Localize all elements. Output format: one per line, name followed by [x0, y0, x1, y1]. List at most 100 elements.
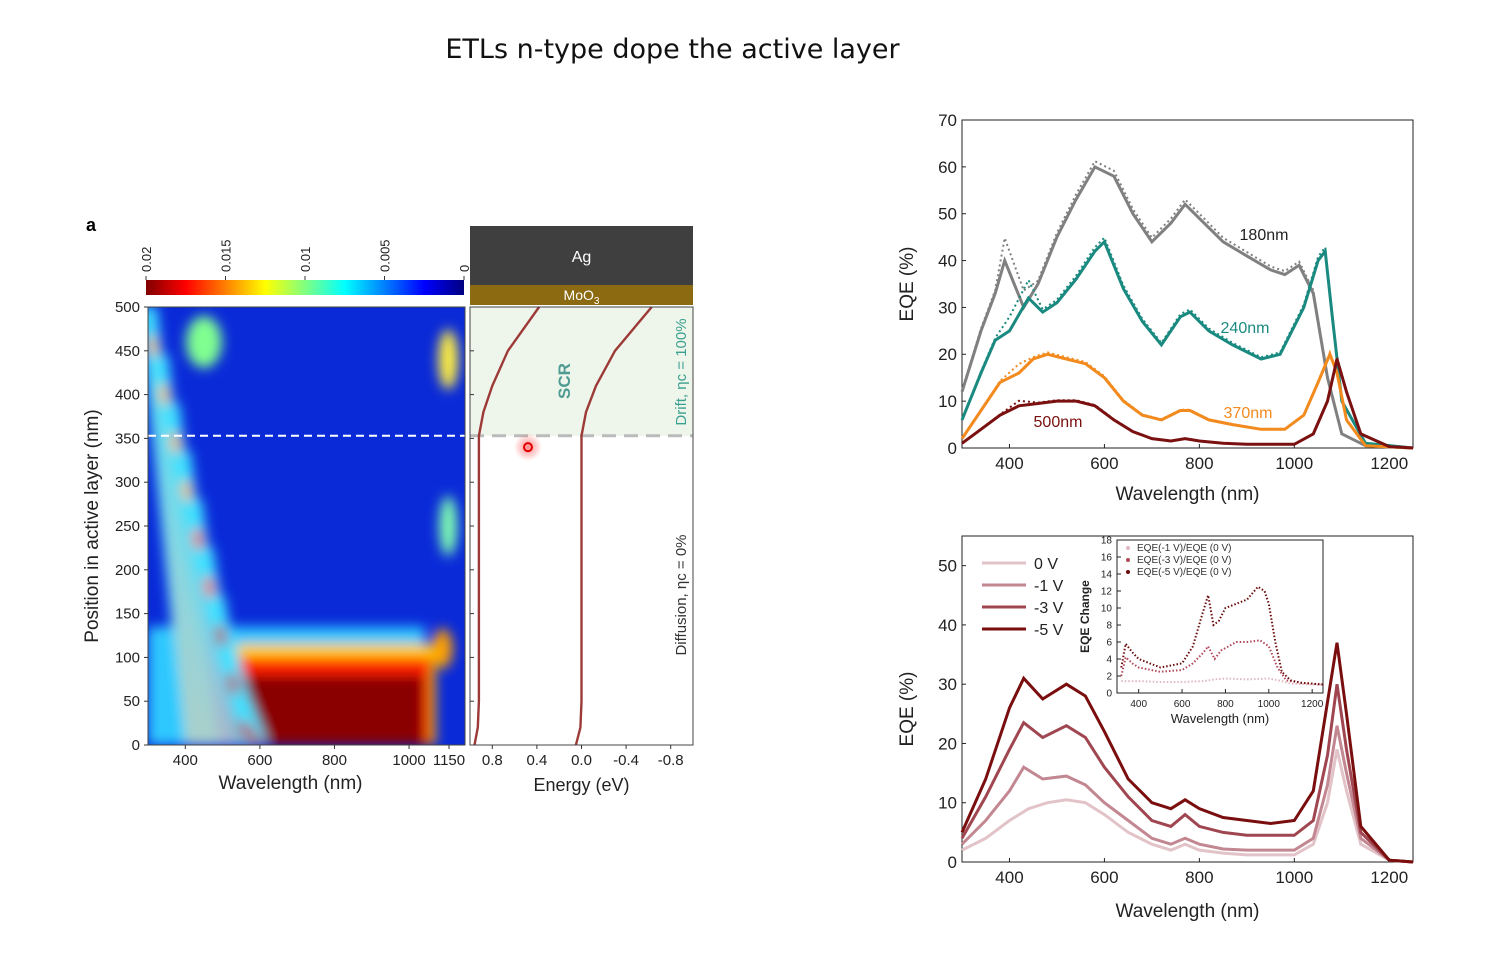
- x-axis-label: Wavelength (nm): [1116, 901, 1260, 922]
- colorbar-tick-label: 0.01: [298, 247, 313, 272]
- x-tick-label: 800: [322, 752, 347, 769]
- x-tick-label: 0.0: [571, 752, 592, 769]
- y-tick-label: 20: [938, 734, 957, 753]
- y-tick-label: 100: [115, 649, 140, 666]
- series-label-370nm: 370nm: [1224, 405, 1273, 422]
- inset-legend-label: EQE(-1 V)/EQE (0 V): [1137, 543, 1231, 554]
- series-line-370nm: [960, 350, 1414, 450]
- x-tick-label: 0.4: [526, 752, 547, 769]
- layer-moo3-label: MoO3: [564, 287, 600, 307]
- y-tick-label: 0: [948, 853, 957, 872]
- x-tick-label: 1200: [1370, 454, 1408, 473]
- x-tick-label: 1200: [1370, 868, 1408, 887]
- series-label-500nm: 500nm: [1034, 414, 1083, 431]
- inset-legend-label: EQE(-3 V)/EQE (0 V): [1137, 555, 1231, 566]
- series-line--1 V: [960, 725, 1414, 864]
- x-tick-label: 400: [173, 752, 198, 769]
- x-tick-label: 400: [1130, 699, 1147, 710]
- y-tick-label: 50: [123, 693, 140, 710]
- y-tick-label: 16: [1101, 553, 1113, 564]
- y-tick-label: 2: [1106, 672, 1112, 683]
- heat-blob: [439, 496, 458, 556]
- y-tick-label: 400: [115, 387, 140, 404]
- x-tick-label: 600: [1090, 868, 1118, 887]
- x-tick-label: 800: [1185, 454, 1213, 473]
- series-line-240nm: [960, 239, 1414, 450]
- band-curve-right-band: [574, 306, 653, 746]
- y-tick-label: 50: [938, 205, 957, 224]
- drift-label: Drift, ηc = 100%: [673, 318, 690, 425]
- x-axis-label: Energy (eV): [533, 775, 629, 795]
- band-curve-left-band: [473, 306, 541, 746]
- y-tick-label: 350: [115, 430, 140, 447]
- inset-series-EQE(-5 V)/EQE (0 V): [1120, 585, 1324, 686]
- inset-y-axis-label: EQE Change: [1078, 580, 1092, 653]
- x-tick-label: 600: [1174, 699, 1191, 710]
- colorbar: [146, 280, 464, 295]
- y-tick-label: 500: [115, 299, 140, 316]
- plot-frame: [961, 535, 1414, 863]
- y-tick-label: 150: [115, 606, 140, 623]
- inset-legend-marker: [1126, 546, 1130, 550]
- slide-title: ETLs n-type dope the active layer: [445, 34, 900, 65]
- colorbar-tick-label: 0.015: [219, 239, 234, 272]
- heat-band: [244, 674, 424, 745]
- layer-ag: [470, 226, 693, 285]
- panel-label: a: [86, 215, 97, 235]
- band-diagram-panel: Ag MoO3 SCR Drift, ηc = 100% Diffusion, ηc =…: [469, 226, 694, 795]
- y-tick-label: 450: [115, 343, 140, 360]
- legend-label: -5 V: [1034, 622, 1064, 639]
- colorbar-tick-label: 0: [457, 265, 472, 272]
- y-tick-label: 300: [115, 474, 140, 491]
- x-tick-label: 1000: [1258, 699, 1281, 710]
- y-axis-label: Position in active layer (nm): [82, 409, 103, 642]
- heat-blob: [185, 316, 222, 369]
- y-axis-label: EQE (%): [897, 672, 918, 747]
- y-tick-label: 4: [1106, 655, 1112, 666]
- y-tick-label: 60: [938, 158, 957, 177]
- inset-legend-marker: [1126, 558, 1130, 562]
- y-tick-label: 12: [1101, 587, 1113, 598]
- legend-label: -3 V: [1034, 600, 1064, 617]
- y-tick-label: 10: [938, 794, 957, 813]
- heat-blob: [438, 329, 459, 390]
- y-tick-label: 40: [938, 252, 957, 271]
- y-tick-label: 30: [938, 298, 957, 317]
- y-tick-label: 8: [1106, 621, 1112, 632]
- y-tick-label: 6: [1106, 638, 1112, 649]
- x-tick-label: 1200: [1301, 699, 1324, 710]
- y-tick-label: 40: [938, 616, 957, 635]
- plot-frame: [961, 119, 1414, 449]
- y-tick-label: 30: [938, 675, 957, 694]
- y-tick-label: 10: [1101, 604, 1113, 615]
- heatmap-blobs: [148, 307, 459, 745]
- legend-label: 0 V: [1034, 556, 1058, 573]
- series-line-0 V: [961, 749, 1414, 864]
- layer-ag-label: Ag: [572, 249, 592, 266]
- eqe-thickness-chart: 0 10 20 30 40 50 60 70 400 600 800 1000 1200 180nm 240…: [897, 111, 1414, 505]
- heat-blob: [432, 628, 453, 669]
- legend-label: -1 V: [1034, 578, 1064, 595]
- heat-fringe: [238, 720, 262, 745]
- x-tick-label: 1000: [1275, 454, 1313, 473]
- heatmap-panel: a 0.02 0.015 0.01 0.005 0 0 50 100 150 200 250 300 35…: [82, 215, 472, 794]
- x-tick-label: 1000: [392, 752, 425, 769]
- inset-series-EQE(-1 V)/EQE (0 V): [1121, 677, 1323, 686]
- series-line--5 V: [960, 642, 1414, 864]
- diffusion-label: Diffusion, ηc = 0%: [673, 534, 690, 655]
- inset-legend-label: EQE(-5 V)/EQE (0 V): [1137, 567, 1231, 578]
- layer-moo3: [470, 285, 693, 305]
- series-dotted-370nm: [961, 349, 1414, 449]
- x-tick-label: 400: [995, 868, 1023, 887]
- x-axis-label: Wavelength (nm): [1116, 484, 1260, 505]
- y-tick-label: 250: [115, 518, 140, 535]
- scr-region: [470, 307, 693, 436]
- series-label-240nm: 240nm: [1221, 320, 1270, 337]
- y-tick-label: 70: [938, 111, 957, 130]
- y-tick-label: 200: [115, 562, 140, 579]
- x-axis-label: Wavelength (nm): [219, 773, 363, 794]
- series-line--3 V: [960, 683, 1414, 864]
- colorbar-tick-label: 0.005: [378, 239, 393, 272]
